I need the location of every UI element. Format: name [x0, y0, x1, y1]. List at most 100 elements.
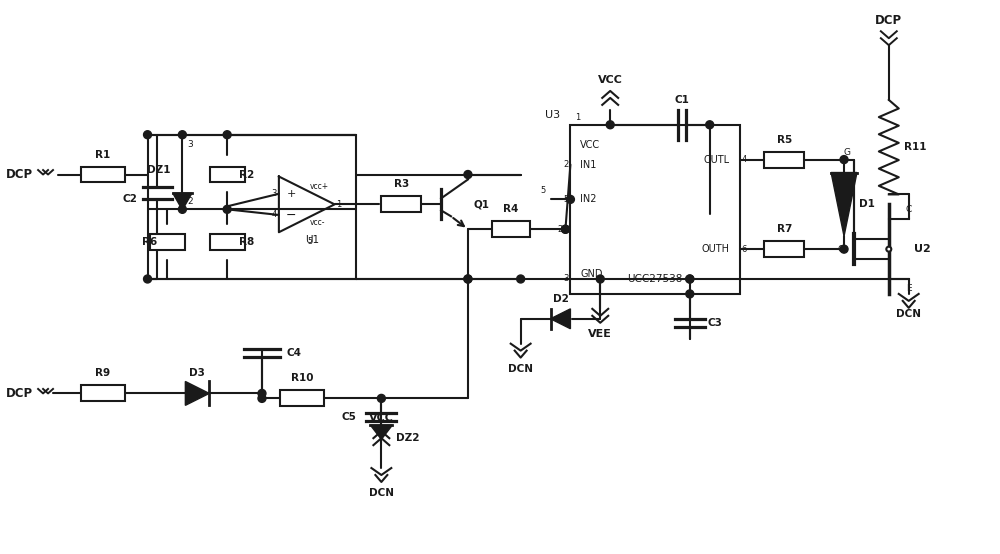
Text: +: + — [287, 189, 296, 199]
Text: −: − — [286, 208, 297, 222]
Text: R4: R4 — [503, 204, 518, 214]
Text: C4: C4 — [287, 347, 302, 358]
Circle shape — [561, 225, 569, 233]
Text: DCP: DCP — [6, 168, 33, 181]
Text: 4: 4 — [742, 155, 747, 164]
Text: U1: U1 — [305, 235, 319, 245]
Circle shape — [377, 394, 385, 402]
Text: R8: R8 — [239, 237, 254, 247]
Text: 1: 1 — [337, 200, 342, 209]
Circle shape — [178, 131, 186, 138]
Text: DCN: DCN — [369, 488, 394, 498]
Text: U3: U3 — [545, 110, 560, 120]
Text: R11: R11 — [904, 142, 926, 152]
Circle shape — [178, 206, 186, 213]
Polygon shape — [370, 425, 392, 439]
Text: VCC: VCC — [369, 413, 394, 423]
Text: C3: C3 — [708, 318, 723, 328]
Polygon shape — [185, 382, 209, 406]
Circle shape — [566, 196, 574, 203]
Text: OUTL: OUTL — [703, 155, 730, 165]
Text: G: G — [844, 147, 851, 157]
Text: R1: R1 — [95, 150, 110, 160]
Text: 5: 5 — [540, 186, 546, 196]
Text: D3: D3 — [189, 368, 205, 378]
Text: DCP: DCP — [875, 14, 902, 27]
Text: R9: R9 — [95, 368, 110, 378]
Bar — [492, 221, 530, 237]
Text: 3: 3 — [272, 189, 277, 198]
Circle shape — [561, 225, 569, 233]
Text: 2: 2 — [557, 225, 562, 234]
Text: 1: 1 — [575, 113, 581, 122]
Bar — [381, 197, 421, 212]
Circle shape — [223, 206, 231, 213]
Bar — [150, 234, 185, 250]
Circle shape — [706, 121, 714, 129]
Text: 3: 3 — [187, 140, 193, 148]
Polygon shape — [831, 172, 857, 236]
Text: C5: C5 — [342, 412, 356, 422]
Bar — [280, 391, 324, 406]
Text: C: C — [906, 206, 912, 214]
Bar — [210, 167, 245, 182]
Polygon shape — [551, 309, 570, 329]
Text: 2: 2 — [563, 160, 568, 169]
Circle shape — [144, 275, 152, 283]
Text: vcc+: vcc+ — [310, 182, 329, 191]
Text: R6: R6 — [142, 237, 157, 247]
Text: vcc-: vcc- — [310, 218, 325, 227]
Bar — [764, 241, 804, 257]
Text: VCC: VCC — [580, 140, 600, 150]
Circle shape — [686, 275, 694, 283]
Text: C1: C1 — [674, 95, 689, 105]
Text: VCC: VCC — [598, 75, 623, 85]
Text: D1: D1 — [859, 199, 875, 209]
Circle shape — [464, 171, 472, 178]
Polygon shape — [173, 193, 192, 210]
Bar — [764, 152, 804, 167]
Text: D2: D2 — [553, 294, 568, 304]
Circle shape — [840, 245, 848, 253]
Circle shape — [144, 131, 152, 138]
Text: OUTH: OUTH — [702, 244, 730, 254]
Text: DCN: DCN — [508, 363, 533, 373]
Text: E: E — [906, 284, 912, 293]
Text: DCN: DCN — [896, 309, 921, 319]
Circle shape — [606, 121, 614, 129]
Text: R3: R3 — [394, 179, 409, 189]
Text: DZ1: DZ1 — [147, 165, 170, 175]
Text: R7: R7 — [777, 224, 792, 234]
Text: 5: 5 — [307, 237, 312, 246]
Circle shape — [464, 275, 472, 283]
Text: 3: 3 — [563, 274, 568, 284]
Text: 5: 5 — [563, 195, 568, 204]
Text: DZ2: DZ2 — [396, 433, 420, 443]
Bar — [570, 125, 740, 294]
Text: Q1: Q1 — [474, 199, 490, 209]
Text: G: G — [837, 245, 844, 254]
Text: IN2: IN2 — [580, 194, 597, 204]
Circle shape — [258, 389, 266, 397]
Text: C2: C2 — [123, 194, 138, 204]
Circle shape — [840, 156, 848, 163]
Text: UCC27538: UCC27538 — [627, 274, 683, 284]
Bar — [210, 234, 245, 250]
Circle shape — [223, 131, 231, 138]
Text: R5: R5 — [777, 135, 792, 145]
Text: R10: R10 — [291, 373, 313, 383]
Circle shape — [464, 275, 472, 283]
Circle shape — [517, 275, 525, 283]
Text: 2: 2 — [187, 197, 193, 206]
Text: GND: GND — [580, 269, 603, 279]
Circle shape — [596, 275, 604, 283]
Text: R2: R2 — [239, 170, 254, 179]
Circle shape — [258, 394, 266, 402]
Text: DCP: DCP — [6, 387, 33, 400]
Bar — [148, 135, 356, 279]
Text: IN1: IN1 — [580, 160, 597, 170]
Bar — [81, 386, 125, 402]
Text: U2: U2 — [914, 244, 930, 254]
Text: VEE: VEE — [588, 329, 612, 338]
Circle shape — [886, 247, 891, 252]
